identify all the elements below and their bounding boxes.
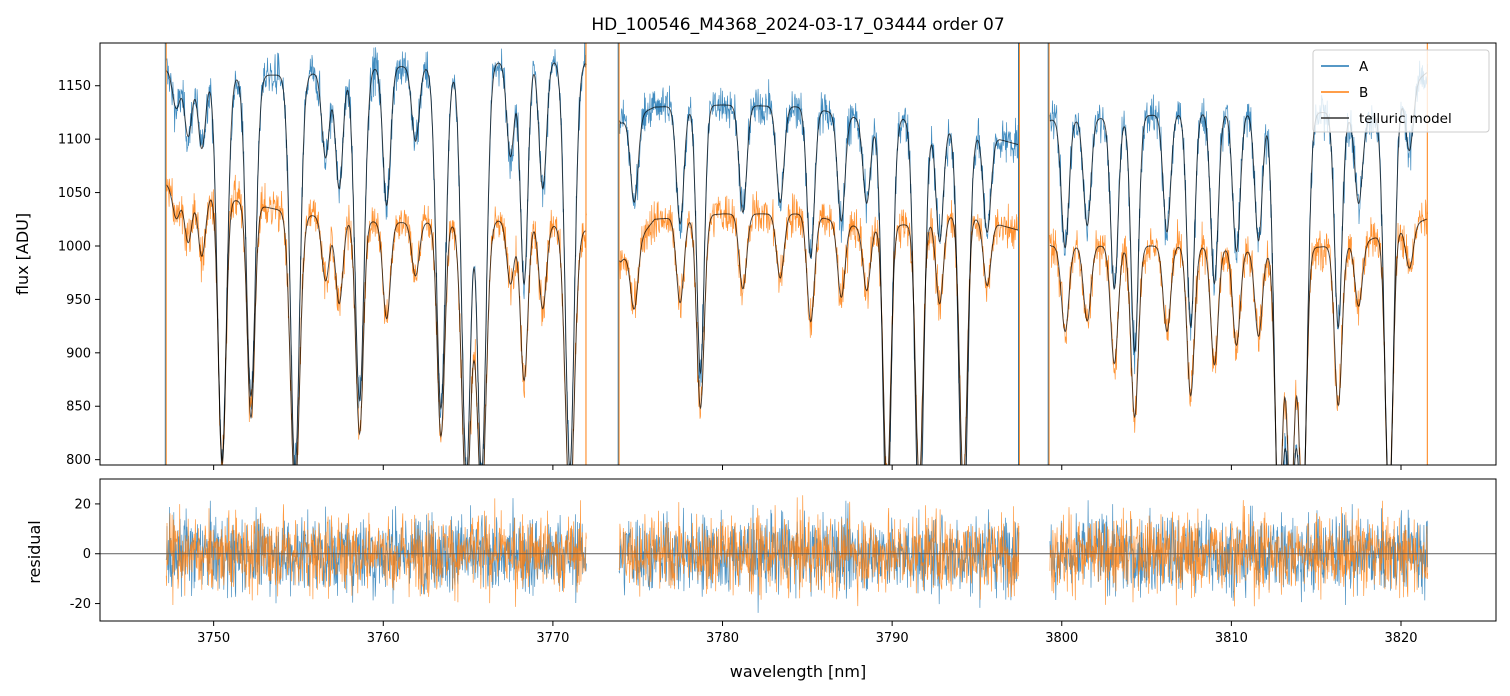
y-tick-label: 20 (74, 497, 91, 512)
residual-y-ticks: -20 0 20 (70, 497, 100, 612)
x-axis-label: wavelength [nm] (730, 662, 867, 681)
residual-y-axis-label: residual (25, 520, 44, 583)
y-tick-label: 850 (66, 400, 91, 415)
telluric-model-line-a (165, 62, 1428, 465)
flux-y-ticks: 800 850 900 950 1000 1050 1100 1150 (58, 79, 100, 468)
x-tick-label: 3810 (1215, 631, 1248, 646)
x-tick-label: 3750 (197, 631, 230, 646)
y-tick-label: 800 (66, 453, 91, 468)
legend-entry: telluric model (1359, 111, 1452, 127)
y-tick-label: 0 (83, 547, 91, 562)
residual-x-ticks: 3750 3760 3770 3780 3790 3800 3810 3820 (197, 621, 1418, 646)
x-tick-label: 3760 (367, 631, 400, 646)
telluric-model-line-b (165, 184, 1428, 465)
chart-title: HD_100546_M4368_2024-03-17_03444 order 0… (591, 15, 1004, 35)
x-tick-label: 3790 (876, 631, 909, 646)
residual-panel-frame (99, 478, 1497, 622)
legend-box (1312, 49, 1490, 133)
y-tick-label: -20 (70, 597, 91, 612)
flux-x-ticks (213, 465, 1402, 470)
x-tick-label: 3770 (536, 631, 569, 646)
flux-panel-frame (99, 42, 1497, 466)
x-tick-label: 3820 (1384, 631, 1417, 646)
y-tick-label: 1050 (58, 186, 91, 201)
flux-y-axis-label: flux [ADU] (13, 213, 32, 295)
residual-series-group (100, 495, 1496, 613)
legend-entry: A (1359, 59, 1369, 75)
y-tick-label: 1000 (58, 239, 91, 254)
x-tick-label: 3780 (706, 631, 739, 646)
y-tick-label: 1100 (58, 133, 91, 148)
legend-entry: B (1359, 85, 1368, 101)
flux-series-group (164, 43, 1429, 465)
x-tick-label: 3800 (1045, 631, 1078, 646)
y-tick-label: 900 (66, 346, 91, 361)
y-tick-label: 1150 (58, 79, 91, 94)
y-tick-label: 950 (66, 293, 91, 308)
